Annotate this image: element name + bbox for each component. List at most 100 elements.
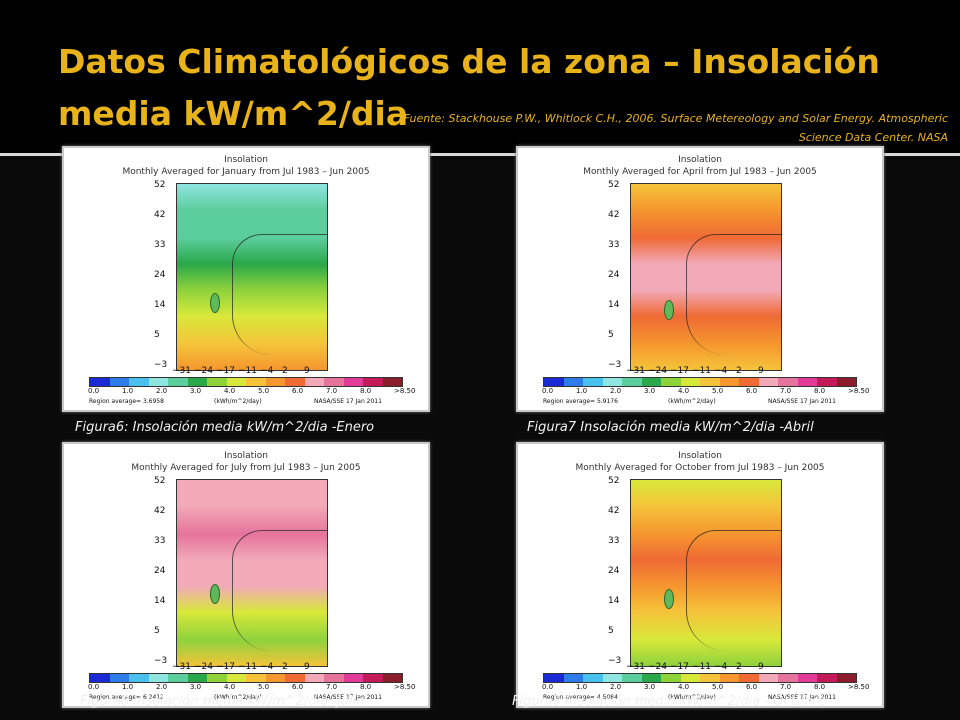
scale-label: >8.50	[394, 683, 416, 691]
lon-tick-label: 2	[736, 366, 742, 376]
figure-caption: Figura8 Insolación media kW/m^2/dia -Jul…	[80, 694, 365, 709]
scale-label: 4.0	[224, 387, 236, 395]
color-swatch	[109, 378, 129, 386]
map-heading: Insolation	[678, 451, 722, 461]
lon-tick-label: −31	[626, 366, 645, 376]
page-title: Datos Climatológicos de la zona – Insola…	[58, 42, 880, 133]
units-label: (kWh/m^2/day)	[668, 398, 716, 405]
lat-tick-label: 24	[608, 270, 620, 280]
heat-map	[176, 183, 328, 371]
scale-label: 5.0	[258, 387, 270, 395]
lat-tick-label: 42	[608, 506, 620, 516]
color-swatch	[797, 674, 817, 682]
color-swatch	[265, 674, 285, 682]
lat-tick-label: 24	[608, 566, 620, 576]
lon-tick-label: −11	[238, 366, 257, 376]
region-average: Region average= 6.2412	[89, 694, 164, 701]
color-swatch	[836, 378, 856, 386]
lat-tick-label: 33	[154, 240, 166, 250]
color-swatch	[343, 378, 363, 386]
scale-label: 2.0	[610, 387, 622, 395]
scale-label: 7.0	[780, 387, 792, 395]
color-scale	[543, 377, 857, 387]
scale-label: 1.0	[576, 683, 588, 691]
figure-caption: Figura8 Insolación media kW/m^2/dia - Oc…	[512, 694, 826, 709]
lat-tick-label: 14	[608, 300, 620, 310]
scale-label: 0.0	[542, 683, 554, 691]
scale-label: >8.50	[394, 387, 416, 395]
scale-label: 8.0	[814, 387, 826, 395]
heat-map	[176, 479, 328, 667]
color-swatch	[700, 378, 720, 386]
scale-label: 1.0	[122, 387, 134, 395]
scale-label: 5.0	[258, 683, 270, 691]
color-swatch	[622, 674, 642, 682]
lon-tick-label: −11	[692, 366, 711, 376]
scale-label: 0.0	[88, 683, 100, 691]
lon-tick-label: −4	[260, 366, 274, 376]
data-credit: NASA/SSE 17 Jan 2011	[768, 398, 836, 405]
lat-tick-label: 52	[154, 180, 166, 190]
color-swatch	[661, 674, 681, 682]
scale-label: 8.0	[360, 683, 372, 691]
color-swatch	[363, 674, 383, 682]
lat-tick-label: 5	[608, 626, 614, 636]
scale-label: 3.0	[190, 387, 202, 395]
color-swatch	[544, 378, 564, 386]
color-scale	[89, 673, 403, 683]
color-swatch	[207, 674, 227, 682]
figure-caption: Figura6: Insolación media kW/m^2/dia -En…	[75, 420, 375, 435]
lon-tick-label: −11	[692, 662, 711, 672]
map-heading: Insolation	[224, 451, 268, 461]
color-swatch	[739, 378, 759, 386]
color-swatch	[602, 674, 622, 682]
color-swatch	[148, 378, 168, 386]
insolation-map-4: Insolation Monthly Averaged for October f…	[516, 442, 884, 708]
data-credit: NASA/SSE 17 Jan 2011	[314, 694, 382, 701]
units-label: (kWh/m^2/day)	[668, 694, 716, 701]
color-swatch	[226, 378, 246, 386]
lon-tick-label: 9	[758, 662, 764, 672]
insolation-map-3: Insolation Monthly Averaged for July from…	[62, 442, 430, 708]
lat-tick-label: −3	[154, 360, 168, 370]
scale-label: 4.0	[678, 683, 690, 691]
color-swatch	[324, 674, 344, 682]
color-swatch	[797, 378, 817, 386]
color-swatch	[719, 674, 739, 682]
lon-tick-label: −24	[194, 366, 213, 376]
color-swatch	[168, 674, 188, 682]
region-average: Region average= 3.6958	[89, 398, 164, 405]
color-swatch	[226, 674, 246, 682]
scale-label: 3.0	[644, 683, 656, 691]
lon-tick-label: −24	[648, 366, 667, 376]
color-swatch	[246, 674, 266, 682]
scale-label: 7.0	[326, 387, 338, 395]
color-swatch	[563, 378, 583, 386]
map-heading: Insolation	[678, 155, 722, 165]
color-swatch	[207, 378, 227, 386]
lon-tick-label: −17	[670, 366, 689, 376]
lat-tick-label: 52	[608, 476, 620, 486]
lat-tick-label: 33	[154, 536, 166, 546]
heat-map	[630, 183, 782, 371]
color-swatch	[343, 674, 363, 682]
lon-tick-label: −11	[238, 662, 257, 672]
lon-tick-label: −4	[714, 366, 728, 376]
site-marker	[210, 584, 220, 604]
scale-label: 1.0	[576, 387, 588, 395]
lon-tick-label: −17	[216, 662, 235, 672]
map-heading: Insolation	[224, 155, 268, 165]
map-subtitle: Monthly Averaged for April from Jul 1983…	[583, 167, 817, 177]
lon-tick-label: −24	[194, 662, 213, 672]
scale-label: 3.0	[644, 387, 656, 395]
lat-tick-label: 14	[154, 596, 166, 606]
scale-label: 6.0	[292, 683, 304, 691]
lat-tick-label: 52	[154, 476, 166, 486]
heat-map	[630, 479, 782, 667]
lon-tick-label: −24	[648, 662, 667, 672]
color-swatch	[109, 674, 129, 682]
color-swatch	[641, 378, 661, 386]
lon-tick-label: −17	[670, 662, 689, 672]
color-swatch	[304, 674, 324, 682]
color-swatch	[382, 378, 402, 386]
